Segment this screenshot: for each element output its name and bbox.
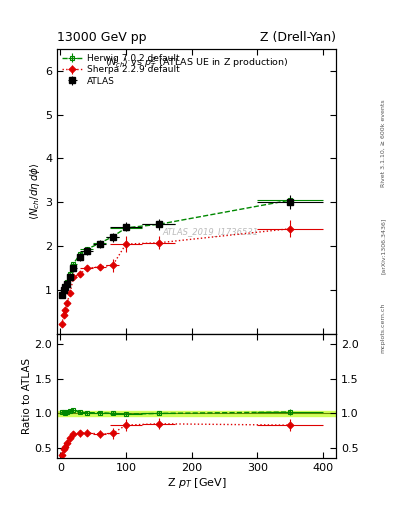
Text: Z (Drell-Yan): Z (Drell-Yan) — [260, 31, 336, 44]
Text: [arXiv:1306.3436]: [arXiv:1306.3436] — [381, 218, 386, 274]
X-axis label: Z $p_T$ [GeV]: Z $p_T$ [GeV] — [167, 476, 226, 490]
Text: $\langle N_{ch}\rangle$ vs $p_T^Z$ (ATLAS UE in Z production): $\langle N_{ch}\rangle$ vs $p_T^Z$ (ATLA… — [105, 56, 288, 71]
Legend: Herwig 7.0.2 default, Sherpa 2.2.9 default, ATLAS: Herwig 7.0.2 default, Sherpa 2.2.9 defau… — [61, 52, 181, 88]
Text: 13000 GeV pp: 13000 GeV pp — [57, 31, 147, 44]
Text: Rivet 3.1.10, ≥ 600k events: Rivet 3.1.10, ≥ 600k events — [381, 99, 386, 187]
Y-axis label: Ratio to ATLAS: Ratio to ATLAS — [22, 358, 31, 434]
Y-axis label: $\langle N_{ch}/d\eta\,d\phi\rangle$: $\langle N_{ch}/d\eta\,d\phi\rangle$ — [28, 163, 42, 220]
Text: mcplots.cern.ch: mcplots.cern.ch — [381, 303, 386, 353]
Text: ATLAS_2019_I1736531: ATLAS_2019_I1736531 — [162, 227, 259, 236]
